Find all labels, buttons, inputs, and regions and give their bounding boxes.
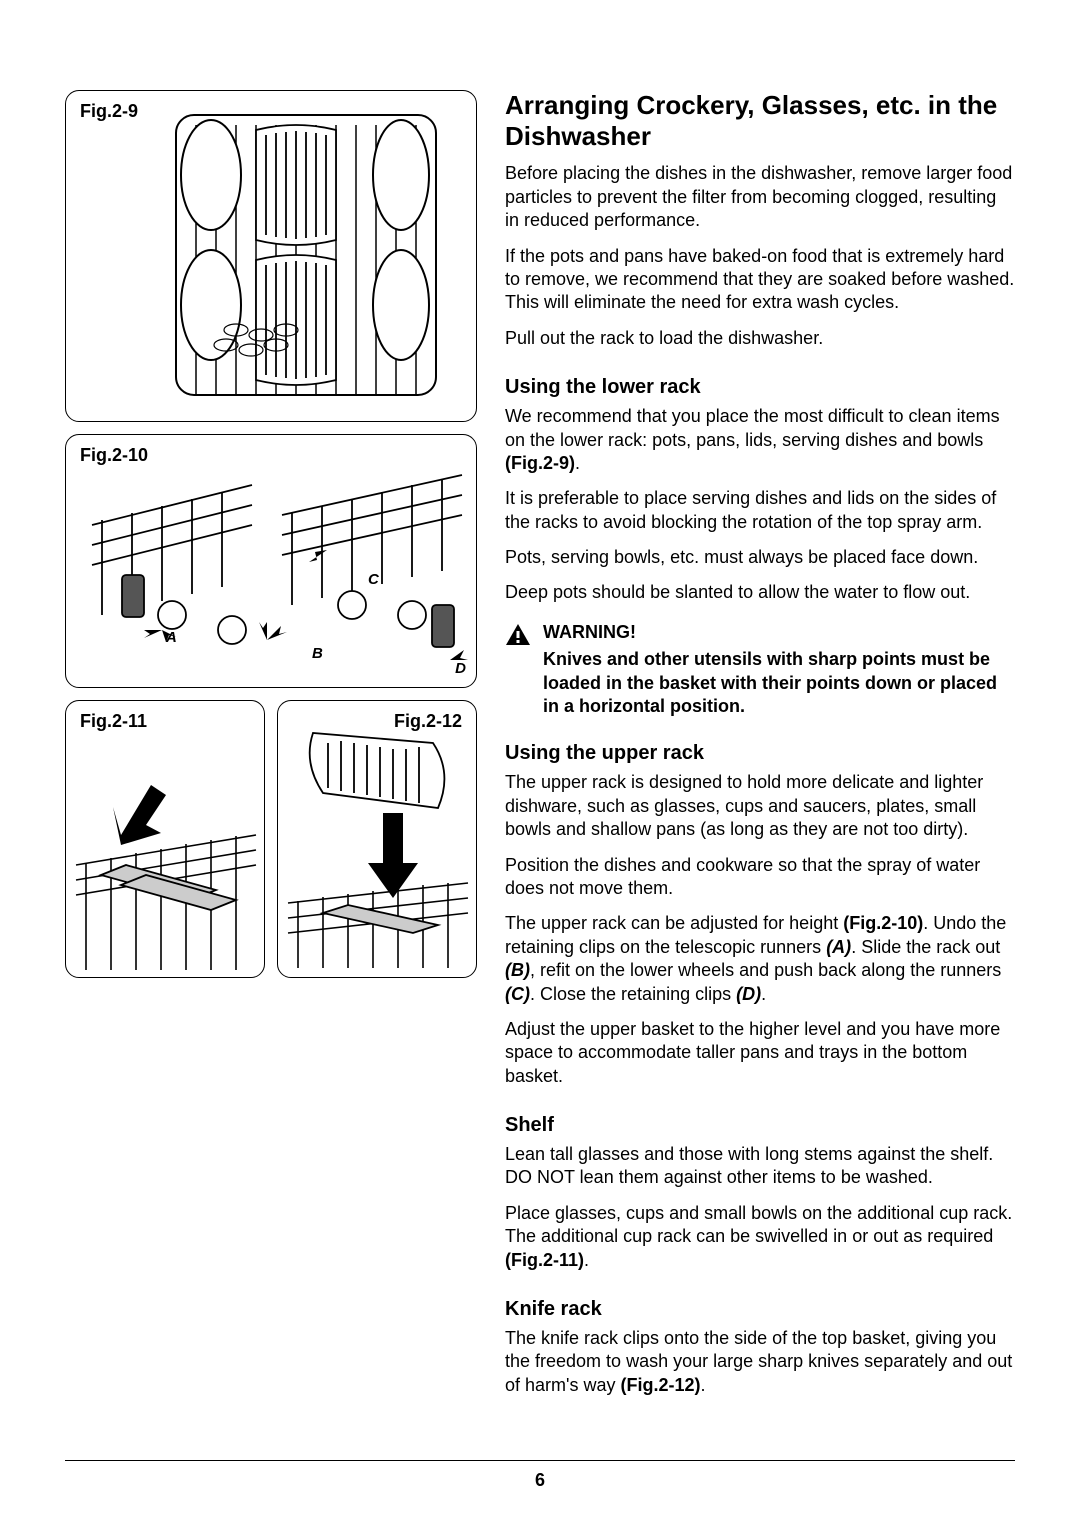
paragraph: The upper rack is designed to hold more … bbox=[505, 771, 1015, 841]
figure-2-9: Fig.2-9 bbox=[65, 90, 477, 422]
figures-column: Fig.2-9 bbox=[65, 90, 477, 1400]
section-heading: Knife rack bbox=[505, 1298, 1015, 1321]
footer-rule bbox=[65, 1460, 1015, 1461]
paragraph: Adjust the upper basket to the higher le… bbox=[505, 1018, 1015, 1088]
figure-2-12: Fig.2-12 bbox=[277, 700, 477, 978]
cup-rack-illustration bbox=[71, 745, 261, 975]
figure-label: Fig.2-10 bbox=[80, 445, 148, 466]
main-heading: Arranging Crockery, Glasses, etc. in the… bbox=[505, 90, 1015, 152]
paragraph: Pull out the rack to load the dishwasher… bbox=[505, 327, 1015, 350]
knife-rack-illustration bbox=[283, 713, 473, 973]
paragraph: Deep pots should be slanted to allow the… bbox=[505, 581, 1015, 604]
paragraph: Before placing the dishes in the dishwas… bbox=[505, 162, 1015, 232]
figure-row: Fig.2-11 Fig.2-12 bbox=[65, 700, 477, 978]
page-number: 6 bbox=[0, 1470, 1080, 1491]
dishwasher-rack-illustration bbox=[166, 105, 446, 405]
warning-callout: WARNING! Knives and other utensils with … bbox=[505, 621, 1015, 719]
paragraph: Pots, serving bowls, etc. must always be… bbox=[505, 546, 1015, 569]
warning-text: WARNING! Knives and other utensils with … bbox=[543, 621, 1015, 719]
paragraph: Position the dishes and cookware so that… bbox=[505, 854, 1015, 901]
label-c: C bbox=[368, 571, 379, 588]
section-heading: Shelf bbox=[505, 1114, 1015, 1137]
paragraph: Place glasses, cups and small bowls on t… bbox=[505, 1202, 1015, 1272]
paragraph: If the pots and pans have baked-on food … bbox=[505, 245, 1015, 315]
figure-2-10: Fig.2-10 bbox=[65, 434, 477, 688]
label-b: B bbox=[312, 645, 323, 662]
text-column: Arranging Crockery, Glasses, etc. in the… bbox=[505, 90, 1015, 1400]
warning-title: WARNING! bbox=[543, 621, 1015, 644]
label-a: A bbox=[166, 629, 177, 646]
paragraph: We recommend that you place the most dif… bbox=[505, 405, 1015, 475]
label-d: D bbox=[455, 660, 466, 677]
warning-body: Knives and other utensils with sharp poi… bbox=[543, 648, 1015, 718]
figure-2-11: Fig.2-11 bbox=[65, 700, 265, 978]
figure-label: Fig.2-11 bbox=[80, 711, 147, 732]
paragraph: The upper rack can be adjusted for heigh… bbox=[505, 912, 1015, 1006]
warning-icon bbox=[505, 623, 531, 647]
section-heading: Using the upper rack bbox=[505, 742, 1015, 765]
paragraph: Lean tall glasses and those with long st… bbox=[505, 1143, 1015, 1190]
section-heading: Using the lower rack bbox=[505, 376, 1015, 399]
paragraph: It is preferable to place serving dishes… bbox=[505, 487, 1015, 534]
page-content: Fig.2-9 bbox=[65, 90, 1015, 1400]
rack-adjust-illustration bbox=[72, 465, 472, 685]
figure-label: Fig.2-9 bbox=[80, 101, 138, 122]
paragraph: The knife rack clips onto the side of th… bbox=[505, 1327, 1015, 1397]
